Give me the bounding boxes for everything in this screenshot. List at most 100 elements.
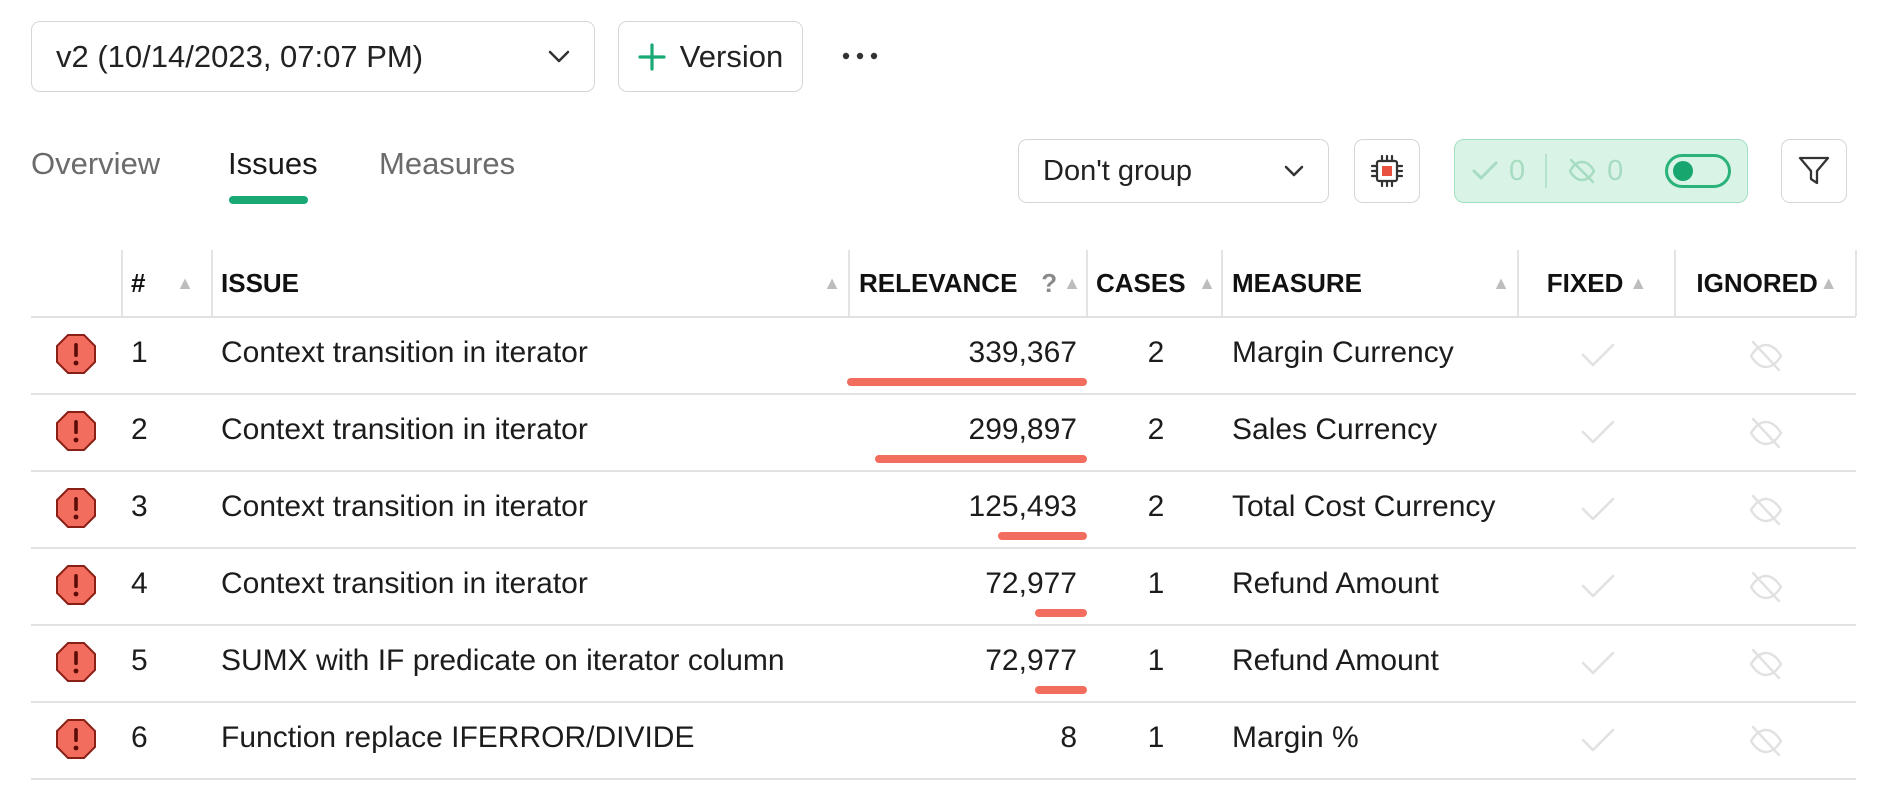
cases-count: 2 [1147, 489, 1165, 523]
mark-ignored-eye-off-icon[interactable] [1748, 417, 1784, 449]
issue-number: 5 [131, 643, 148, 677]
cases-count: 1 [1147, 720, 1165, 754]
header-label: MEASURE [1232, 267, 1363, 298]
row-divider [31, 393, 1856, 395]
issue-title[interactable]: SUMX with IF predicate on iterator colum… [221, 643, 785, 677]
column-divider [1855, 250, 1857, 316]
add-version-button[interactable]: Version [618, 21, 803, 92]
measure-name[interactable]: Sales Currency [1232, 412, 1438, 446]
more-horizontal-icon [842, 52, 878, 60]
row-divider [31, 778, 1856, 780]
header-label: RELEVANCE [859, 267, 1018, 298]
issue-number: 4 [131, 566, 148, 600]
group-by-select[interactable]: Don't group [1018, 139, 1329, 203]
tab-overview[interactable]: Overview [31, 146, 161, 181]
processor-button[interactable] [1354, 139, 1420, 203]
measure-name[interactable]: Margin Currency [1232, 335, 1454, 369]
relevance-value: 8 [1060, 720, 1077, 754]
mark-fixed-check-icon[interactable] [1580, 418, 1616, 446]
cases-count: 1 [1147, 566, 1165, 600]
relevance-bar [847, 378, 1087, 386]
row-divider [31, 624, 1856, 626]
mark-fixed-check-icon[interactable] [1580, 495, 1616, 523]
mark-fixed-check-icon[interactable] [1580, 341, 1616, 369]
mark-fixed-check-icon[interactable] [1580, 649, 1616, 677]
column-divider [211, 250, 213, 316]
issue-title[interactable]: Context transition in iterator [221, 489, 588, 523]
column-header-cases[interactable]: CASES ▲ [1096, 250, 1216, 316]
issue-title[interactable]: Function replace IFERROR/DIVIDE [221, 720, 695, 754]
row-divider [31, 547, 1856, 549]
sort-asc-icon: ▲ [1629, 272, 1648, 293]
relevance-bar [1035, 609, 1087, 617]
error-octagon-icon [56, 641, 96, 682]
column-header-relevance[interactable]: RELEVANCE ? ▲ [859, 250, 1081, 316]
issue-title[interactable]: Context transition in iterator [221, 335, 588, 369]
relevance-bar [998, 532, 1087, 540]
measure-name[interactable]: Total Cost Currency [1232, 489, 1496, 523]
cases-count: 1 [1147, 643, 1165, 677]
fixed-ignored-toggle-panel: 0 0 [1454, 139, 1748, 203]
column-header-fixed[interactable]: FIXED ▲ [1527, 250, 1667, 316]
filter-button[interactable] [1781, 139, 1847, 203]
column-header-issue[interactable]: ISSUE ▲ [221, 250, 841, 316]
measure-name[interactable]: Margin % [1232, 720, 1359, 754]
header-label: # [131, 267, 146, 298]
mark-fixed-check-icon[interactable] [1580, 726, 1616, 754]
ignored-count: 0 [1607, 154, 1624, 187]
relevance-value: 299,897 [968, 412, 1077, 446]
row-divider [31, 470, 1856, 472]
mark-ignored-eye-off-icon[interactable] [1748, 494, 1784, 526]
issue-number: 6 [131, 720, 148, 754]
mark-fixed-check-icon[interactable] [1580, 572, 1616, 600]
check-icon [1472, 161, 1498, 180]
add-version-label: Version [679, 38, 784, 74]
filter-icon [1798, 156, 1830, 185]
tab-measures[interactable]: Measures [379, 146, 516, 181]
sort-asc-icon: ▲ [1063, 272, 1081, 293]
eye-off-icon [1568, 158, 1596, 184]
error-octagon-icon [56, 487, 96, 528]
issue-title[interactable]: Context transition in iterator [221, 412, 588, 446]
issue-number: 1 [131, 335, 148, 369]
row-divider [31, 701, 1856, 703]
measure-name[interactable]: Refund Amount [1232, 643, 1439, 677]
show-fixed-ignored-toggle[interactable] [1665, 154, 1731, 188]
header-label: IGNORED [1696, 267, 1818, 298]
relevance-bar [1035, 686, 1087, 694]
tab-issues[interactable]: Issues [228, 146, 318, 181]
error-octagon-icon [56, 410, 96, 451]
column-divider [1674, 250, 1676, 316]
column-header-ignored[interactable]: IGNORED ▲ [1682, 250, 1852, 316]
cases-count: 2 [1147, 412, 1165, 446]
mark-ignored-eye-off-icon[interactable] [1748, 340, 1784, 372]
chevron-down-icon [548, 50, 570, 62]
column-header-measure[interactable]: MEASURE ▲ [1232, 250, 1510, 316]
mark-ignored-eye-off-icon[interactable] [1748, 725, 1784, 757]
sort-asc-icon: ▲ [823, 272, 841, 293]
column-divider [1517, 250, 1519, 316]
mark-ignored-eye-off-icon[interactable] [1748, 648, 1784, 680]
measure-name[interactable]: Refund Amount [1232, 566, 1439, 600]
sort-asc-icon: ▲ [176, 272, 194, 293]
header-label: CASES [1096, 267, 1186, 298]
version-select[interactable]: v2 (10/14/2023, 07:07 PM) [31, 21, 595, 92]
relevance-value: 125,493 [968, 489, 1077, 523]
mark-ignored-eye-off-icon[interactable] [1748, 571, 1784, 603]
error-octagon-icon [56, 564, 96, 605]
more-options-button[interactable] [830, 30, 890, 82]
version-select-value: v2 (10/14/2023, 07:07 PM) [56, 38, 424, 74]
header-divider [31, 316, 1856, 318]
group-by-value: Don't group [1043, 154, 1193, 187]
help-icon[interactable]: ? [1041, 267, 1058, 298]
column-divider [121, 250, 123, 316]
divider [1545, 154, 1548, 188]
sort-asc-icon: ▲ [1492, 272, 1510, 293]
sort-asc-icon: ▲ [1819, 272, 1838, 293]
column-header-number[interactable]: # ▲ [131, 250, 206, 316]
issue-title[interactable]: Context transition in iterator [221, 566, 588, 600]
relevance-value: 72,977 [985, 566, 1077, 600]
plus-icon [638, 42, 666, 71]
relevance-value: 339,367 [968, 335, 1077, 369]
relevance-bar [875, 455, 1087, 463]
